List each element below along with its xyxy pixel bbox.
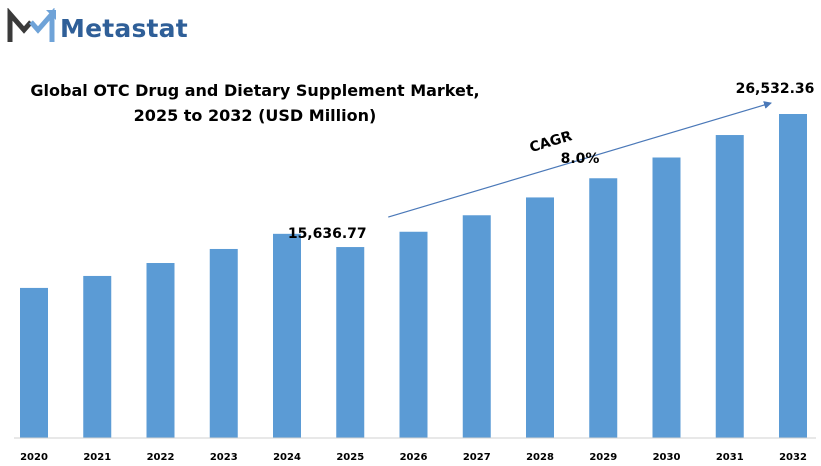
bar-2028 xyxy=(526,197,554,438)
x-tick-label-2024: 2024 xyxy=(273,452,301,463)
brand-logo: Metastat xyxy=(6,8,188,48)
brand-name: Metastat xyxy=(60,13,188,43)
cagr-arrow xyxy=(388,101,772,218)
data-labels: 15,636.77 26,532.36 xyxy=(288,81,815,242)
bar-2025 xyxy=(336,247,365,438)
bar-2022 xyxy=(146,263,175,438)
bar-2021 xyxy=(83,275,112,438)
x-tick-label-2020: 2020 xyxy=(20,452,48,463)
bar-series xyxy=(20,114,807,439)
chart-title-line-2: 2025 to 2032 (USD Million) xyxy=(133,106,377,125)
bar-2030 xyxy=(652,157,681,438)
bar-2023 xyxy=(209,248,238,438)
x-tick-label-2030: 2030 xyxy=(653,452,681,463)
bar-2024 xyxy=(273,233,301,438)
cagr-value: 8.0% xyxy=(561,151,600,167)
bar-2026 xyxy=(399,231,428,438)
x-tick-label-2023: 2023 xyxy=(210,452,238,463)
x-tick-label-2022: 2022 xyxy=(147,452,175,463)
data-label-2032: 26,532.36 xyxy=(736,81,815,97)
x-tick-label-2025: 2025 xyxy=(336,452,364,463)
x-tick-label-2021: 2021 xyxy=(83,452,111,463)
data-label-2025: 15,636.77 xyxy=(288,226,367,242)
bar-2020 xyxy=(20,287,48,438)
chart-title-line-1: Global OTC Drug and Dietary Supplement M… xyxy=(30,81,480,100)
x-axis-tick-labels: 2020 2021 2022 2023 2024 2025 2026 2027 2028 2029… xyxy=(20,452,807,463)
x-tick-label-2026: 2026 xyxy=(400,452,428,463)
bar-2027 xyxy=(462,215,491,438)
x-tick-label-2027: 2027 xyxy=(463,452,491,463)
x-tick-label-2031: 2031 xyxy=(716,452,744,463)
bar-2031 xyxy=(715,135,744,439)
bar-2032 xyxy=(779,114,807,438)
x-tick-label-2032: 2032 xyxy=(779,452,807,463)
x-tick-label-2028: 2028 xyxy=(526,452,554,463)
bar-2029 xyxy=(589,178,618,438)
x-tick-label-2029: 2029 xyxy=(589,452,617,463)
chart-title: Global OTC Drug and Dietary Supplement M… xyxy=(20,78,490,128)
metastat-m-logo-icon xyxy=(7,8,56,42)
